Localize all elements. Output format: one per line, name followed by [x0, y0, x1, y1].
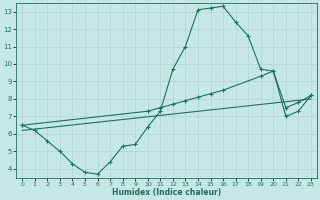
X-axis label: Humidex (Indice chaleur): Humidex (Indice chaleur): [112, 188, 221, 197]
